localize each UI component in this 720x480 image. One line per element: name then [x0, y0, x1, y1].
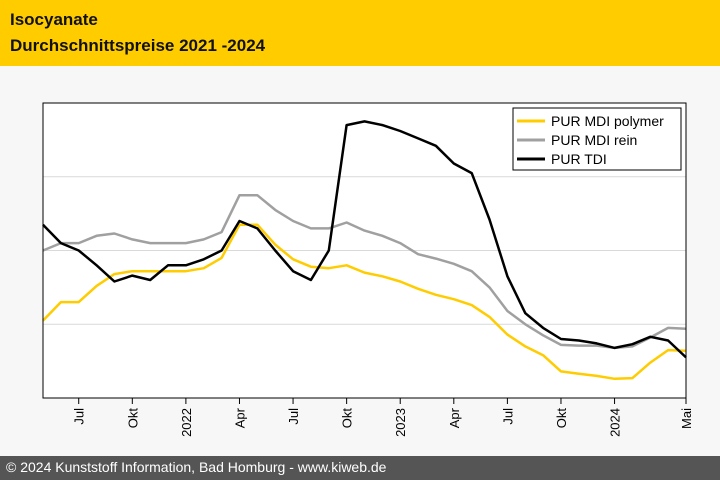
x-tick-label: Mai: [679, 408, 694, 429]
x-tick-label: Okt: [554, 408, 569, 429]
x-tick-label: 2022: [179, 408, 194, 437]
title-banner: Isocyanate Durchschnittspreise 2021 -202…: [0, 0, 720, 66]
chart-area: Jul Okt 2022 Apr Jul Okt 2023 Apr Jul Okt 2024 Mai P…: [0, 66, 720, 456]
legend-label: PUR TDI: [551, 151, 607, 167]
x-tick-label: Apr: [232, 407, 247, 428]
chart-title-line1: Isocyanate: [10, 10, 98, 29]
plot-frame: [42, 102, 687, 399]
x-tick-label: Okt: [125, 408, 140, 429]
x-tick-label: Jul: [500, 408, 515, 425]
x-tick-label: Jul: [72, 408, 87, 425]
series-line-pur-tdi: [42, 120, 687, 359]
footer: © 2024 Kunststoff Information, Bad Hombu…: [0, 456, 720, 480]
copyright-text: © 2024 Kunststoff Information, Bad Hombu…: [6, 459, 387, 475]
x-tick-label: 2024: [608, 408, 623, 437]
line-chart: Jul Okt 2022 Apr Jul Okt 2023 Apr Jul Okt 2024 Mai P…: [42, 102, 694, 437]
x-tick-label: Apr: [447, 407, 462, 428]
legend-label: PUR MDI polymer: [551, 113, 664, 129]
series-line-pur-mdi-rein: [42, 193, 687, 350]
legend-label: PUR MDI rein: [551, 132, 637, 148]
x-tick-label: Jul: [286, 408, 301, 425]
x-tick-label: Okt: [340, 408, 355, 429]
series-line-pur-mdi-polymer: [42, 223, 687, 381]
chart-title-line2: Durchschnittspreise 2021 -2024: [10, 36, 266, 55]
x-tick-label: 2023: [393, 408, 408, 437]
